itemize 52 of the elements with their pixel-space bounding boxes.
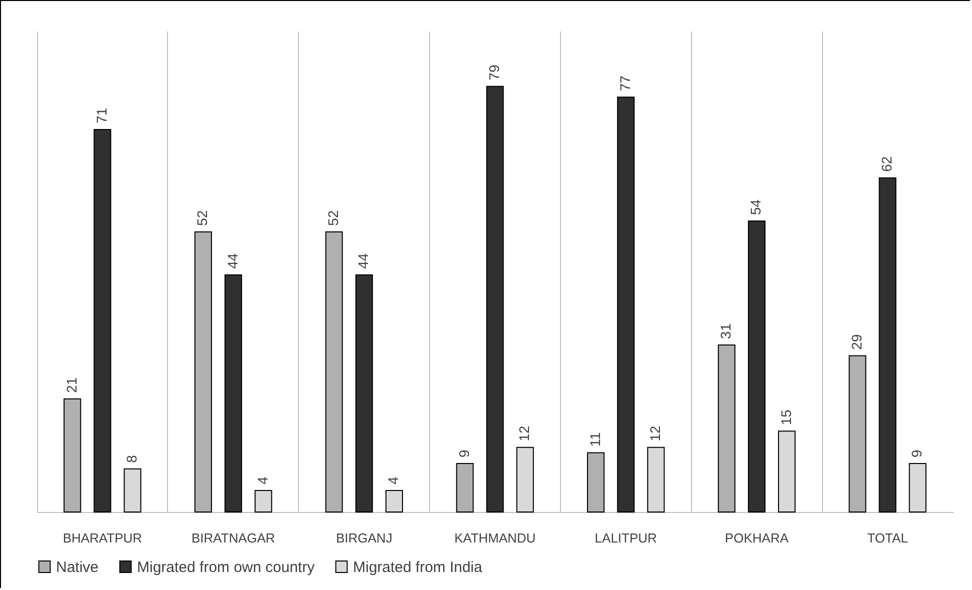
bar xyxy=(908,463,926,512)
x-tick-label: LALITPUR xyxy=(594,530,657,546)
bar xyxy=(748,220,766,512)
x-tick-label: BIRATNAGAR xyxy=(192,530,276,546)
bar xyxy=(486,86,504,512)
bar xyxy=(617,96,635,512)
bar xyxy=(718,344,736,512)
bar xyxy=(385,490,403,512)
bar xyxy=(325,231,343,512)
legend-label: Native xyxy=(56,558,99,576)
data-label: 9 xyxy=(908,450,925,458)
x-tick-label: BHARATPUR xyxy=(62,530,142,546)
bar xyxy=(64,398,82,512)
bar xyxy=(647,446,665,512)
x-tick-label: TOTAL xyxy=(867,530,908,546)
x-tick-label: KATHMANDU xyxy=(454,530,536,546)
bar xyxy=(587,452,605,512)
legend-label: Migrated from India xyxy=(353,558,483,576)
data-label: 8 xyxy=(124,454,140,463)
bar xyxy=(254,490,272,512)
bar xyxy=(194,231,212,512)
data-label: 12 xyxy=(646,426,663,442)
data-label: 4 xyxy=(385,476,402,484)
data-label: 52 xyxy=(194,210,210,226)
bar xyxy=(124,468,142,512)
bar xyxy=(848,355,866,512)
bar xyxy=(94,128,112,512)
data-label: 9 xyxy=(456,450,472,458)
bar xyxy=(878,177,896,512)
data-label: 44 xyxy=(224,253,240,269)
legend-label: Migrated from own country xyxy=(137,558,316,576)
bar xyxy=(456,463,474,512)
bar xyxy=(516,446,534,512)
data-label: 21 xyxy=(63,377,80,393)
bar xyxy=(778,430,796,512)
data-label: 11 xyxy=(586,432,603,447)
x-tick-label: POKHARA xyxy=(724,530,789,546)
data-label: 62 xyxy=(878,156,895,172)
data-label: 4 xyxy=(254,476,270,484)
data-label: 77 xyxy=(616,75,633,92)
data-label: 12 xyxy=(516,426,532,442)
data-label: 44 xyxy=(355,253,372,269)
data-label: 52 xyxy=(325,210,342,226)
x-tick-label: BIRGANJ xyxy=(336,530,392,546)
data-label: 15 xyxy=(778,409,794,426)
data-label: 71 xyxy=(93,108,110,124)
bar xyxy=(224,274,242,512)
data-label: 31 xyxy=(718,323,734,339)
data-label: 29 xyxy=(848,334,864,350)
bar xyxy=(355,274,373,512)
data-label: 54 xyxy=(748,199,764,216)
data-label: 79 xyxy=(486,64,502,80)
